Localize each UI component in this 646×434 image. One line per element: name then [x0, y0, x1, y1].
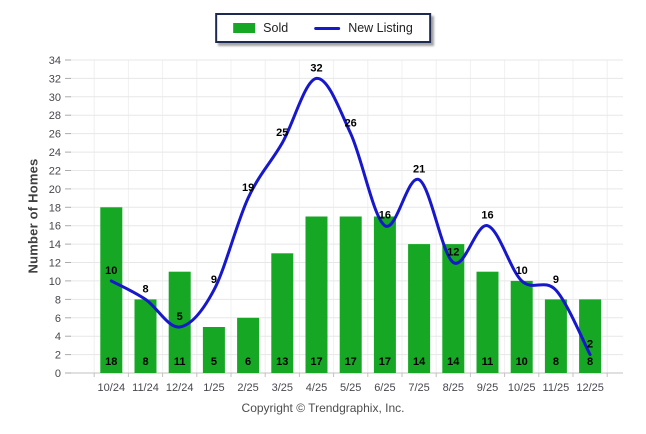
- bar-value-label: 14: [413, 356, 426, 368]
- y-tick-label: 26: [49, 129, 61, 141]
- bar-value-label: 11: [174, 356, 186, 368]
- y-tick-label: 32: [49, 73, 61, 85]
- line-value-label: 16: [379, 210, 391, 222]
- copyright-text: Copyright © Trendgraphix, Inc.: [241, 401, 405, 415]
- y-tick-label: 30: [49, 92, 61, 104]
- line-path: [109, 76, 592, 357]
- bar-value-label: 18: [105, 356, 117, 368]
- y-tick-label: 22: [49, 166, 61, 178]
- y-tick-label: 16: [49, 221, 61, 233]
- line-value-label: 5: [177, 311, 183, 323]
- y-tick-label: 18: [49, 202, 61, 214]
- x-tick-label: 1/25: [203, 382, 224, 394]
- bar: [510, 280, 533, 373]
- sold-bar-swatch-icon: [233, 23, 256, 33]
- y-tick-label: 6: [55, 313, 61, 325]
- y-tick-label: 0: [55, 368, 61, 380]
- y-tick-label: 2: [55, 350, 61, 362]
- bar-value-label: 8: [587, 356, 593, 368]
- bar: [339, 216, 362, 373]
- x-tick-label: 4/25: [306, 382, 327, 394]
- line-value-label: 16: [481, 210, 493, 222]
- bar: [408, 244, 431, 373]
- bar: [373, 216, 396, 373]
- x-tick-label: 12/25: [576, 382, 604, 394]
- bar-value-label: 17: [379, 356, 391, 368]
- x-tick-label: 5/25: [340, 382, 361, 394]
- legend-label-new-listing: New Listing: [348, 21, 413, 35]
- line-value-label: 12: [447, 247, 459, 259]
- line-value-label: 32: [310, 62, 322, 74]
- y-axis-title: Number of Homes: [25, 158, 41, 274]
- x-tick-label: 10/25: [508, 382, 536, 394]
- line-value-label: 19: [242, 182, 254, 194]
- bar: [271, 253, 294, 373]
- y-tick-label: 12: [49, 258, 61, 270]
- bar-value-label: 8: [553, 356, 559, 368]
- y-tick-label: 28: [49, 110, 61, 122]
- line-value-label: 25: [276, 127, 288, 139]
- x-tick-label: 10/24: [98, 382, 126, 394]
- bar: [476, 271, 499, 373]
- x-tick-label: 12/24: [166, 382, 194, 394]
- bar-value-label: 17: [345, 356, 357, 368]
- bar: [305, 216, 328, 373]
- bar: [100, 207, 123, 373]
- y-tick-label: 20: [49, 184, 61, 196]
- line-value-label: 10: [105, 265, 117, 277]
- legend-item-new-listing: New Listing: [314, 21, 413, 35]
- chart-legend: Sold New Listing: [215, 13, 431, 43]
- line-value-label: 9: [211, 274, 217, 286]
- line-value-label: 26: [345, 118, 357, 130]
- bar-value-label: 14: [447, 356, 460, 368]
- line-value-label: 10: [516, 265, 528, 277]
- line-value-label: 9: [553, 274, 559, 286]
- y-tick-label: 14: [49, 239, 61, 251]
- x-tick-label: 2/25: [237, 382, 258, 394]
- bar: [168, 271, 191, 373]
- x-tick-label: 11/24: [132, 382, 159, 394]
- bar-value-label: 13: [276, 356, 288, 368]
- line-value-label: 2: [587, 339, 593, 351]
- bar-value-label: 5: [211, 356, 217, 368]
- bar-value-label: 11: [482, 356, 494, 368]
- y-tick-label: 8: [55, 294, 61, 306]
- y-tick-label: 10: [49, 276, 61, 288]
- legend-item-sold: Sold: [233, 21, 288, 35]
- x-tick-label: 9/25: [477, 382, 498, 394]
- x-tick-label: 7/25: [408, 382, 429, 394]
- x-tick-label: 11/25: [543, 382, 570, 394]
- line-value-label: 8: [142, 283, 148, 295]
- bar: [134, 299, 157, 373]
- legend-label-sold: Sold: [263, 21, 289, 35]
- y-tick-label: 24: [49, 147, 61, 159]
- line-value-label: 21: [413, 164, 425, 176]
- bar-value-label: 17: [310, 356, 322, 368]
- bar-value-label: 6: [245, 356, 251, 368]
- new-listing-line-swatch-icon: [314, 26, 341, 30]
- bar: [202, 327, 225, 373]
- x-tick-label: 6/25: [374, 382, 395, 394]
- bar-value-label: 8: [142, 356, 148, 368]
- x-tick-label: 3/25: [272, 382, 293, 394]
- bar-value-label: 10: [516, 356, 528, 368]
- y-tick-label: 4: [55, 331, 61, 343]
- bar: [544, 299, 567, 373]
- bar: [442, 244, 465, 373]
- bar: [237, 317, 260, 373]
- y-tick-label: 34: [49, 55, 61, 67]
- x-tick-label: 8/25: [443, 382, 464, 394]
- bar: [579, 299, 602, 373]
